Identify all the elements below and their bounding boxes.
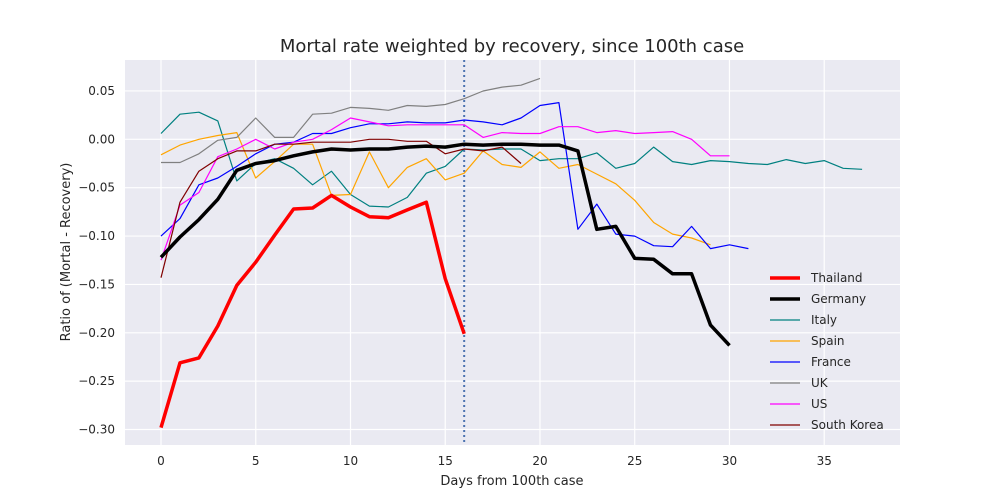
legend-label-uk: UK [811,376,829,390]
plot-area [125,60,900,445]
legend-label-us: US [811,397,827,411]
series-line-germany [159,142,731,347]
x-tick-label: 10 [343,454,358,468]
legend-label-italy: Italy [811,313,837,327]
x-tick-label: 5 [252,454,260,468]
legend-label-france: France [811,355,851,369]
legend: Thailand Germany Italy Spain France UK US South… [770,271,884,432]
legend-label-spain: Spain [811,334,845,348]
legend-label-germany: Germany [811,292,866,306]
y-tick-label: 0.00 [88,132,115,146]
series-line-france [160,101,749,250]
y-tick-label: −0.05 [78,181,115,195]
x-tick-label: 25 [627,454,642,468]
y-tick-label: −0.15 [78,277,115,291]
series-line-south-korea [160,138,522,278]
x-axis-ticks: 0 5 10 15 20 25 30 35 [157,454,832,468]
y-tick-label: −0.20 [78,326,115,340]
grid [125,60,900,445]
series-layer [159,77,863,429]
x-tick-label: 30 [722,454,737,468]
series-line-uk [161,77,541,164]
x-tick-label: 15 [438,454,453,468]
series-line-thailand [159,193,466,429]
x-tick-label: 35 [817,454,832,468]
x-axis-label: Days from 100th case [440,474,583,489]
series-line-spain [160,132,711,246]
series-line-us [160,117,730,261]
x-tick-label: 20 [532,454,547,468]
y-tick-label: −0.25 [78,374,115,388]
chart-title: Mortal rate weighted by recovery, since … [280,36,744,57]
y-axis-ticks: −0.30 −0.25 −0.20 −0.15 −0.10 −0.05 0.00 0.05 [78,84,115,437]
legend-label-south-korea: South Korea [811,418,884,432]
y-axis-label: Ratio of (Mortal - Recovery) [59,163,74,342]
legend-label-thailand: Thailand [810,271,863,285]
y-tick-label: −0.10 [78,229,115,243]
y-tick-label: 0.05 [88,84,115,98]
y-tick-label: −0.30 [78,423,115,437]
x-tick-label: 0 [157,454,165,468]
